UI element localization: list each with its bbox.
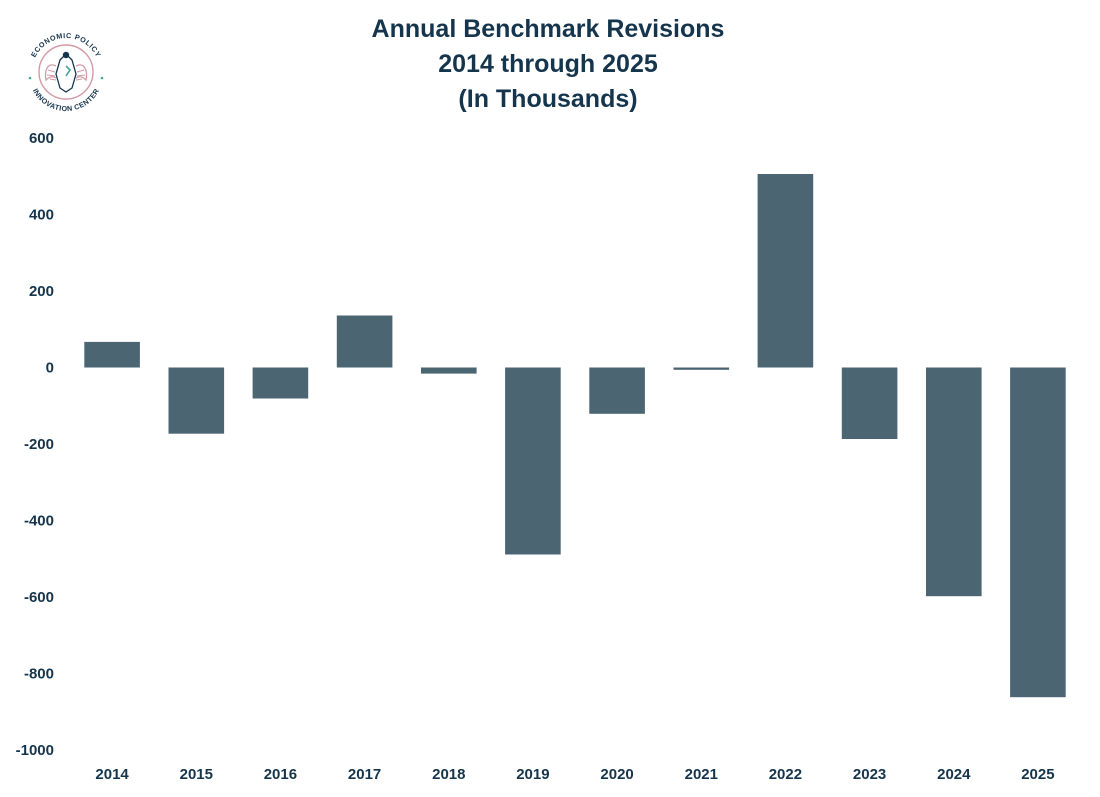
y-tick-label: 0: [46, 360, 54, 377]
bar-2024: [926, 367, 982, 597]
x-tick-label: 2019: [516, 766, 549, 783]
x-tick-label: 2024: [937, 766, 971, 783]
bars: [84, 174, 1066, 698]
x-tick-label: 2014: [95, 766, 129, 783]
y-axis: 600 400 200 0 -200 -400 -600 -800 -1000: [16, 130, 54, 759]
logo-ring: [38, 44, 94, 100]
bar-2015: [168, 367, 225, 434]
bar-2021: [673, 367, 730, 370]
x-tick-label: 2015: [180, 766, 213, 783]
bar-2025: [1010, 367, 1066, 698]
x-tick-label: 2017: [348, 766, 381, 783]
y-tick-label: 200: [29, 283, 54, 300]
chart-title-line-1: Annual Benchmark Revisions: [371, 15, 725, 43]
chart-title-line-2: 2014 through 2025: [438, 50, 658, 78]
epic-logo: ECONOMIC POLICY INNOVATION CENTER: [28, 31, 104, 113]
y-tick-label: -400: [24, 513, 54, 530]
bar-2020: [589, 367, 645, 414]
x-axis: 2014 2015 2016 2017 2018 2019 2020 2021 2022 2023…: [95, 766, 1054, 783]
bar-2023: [841, 367, 898, 439]
bar-2016: [252, 367, 309, 399]
bar-2014: [84, 341, 140, 368]
x-tick-label: 2020: [600, 766, 633, 783]
bar-2017: [336, 315, 393, 368]
y-tick-label: -800: [24, 666, 54, 683]
eagle-icon: [44, 51, 88, 93]
bar-2018: [421, 367, 477, 374]
y-tick-label: -1000: [16, 742, 54, 759]
bar-2022: [757, 174, 814, 368]
x-tick-label: 2018: [432, 766, 465, 783]
x-tick-label: 2016: [264, 766, 297, 783]
y-tick-label: -200: [24, 436, 54, 453]
y-tick-label: 400: [29, 207, 54, 224]
x-tick-label: 2021: [685, 766, 718, 783]
chart-title: Annual Benchmark Revisions 2014 through …: [298, 12, 798, 117]
bar-2019: [505, 367, 561, 555]
y-tick-label: 600: [29, 130, 54, 147]
x-tick-label: 2022: [769, 766, 802, 783]
x-tick-label: 2023: [853, 766, 886, 783]
x-tick-label: 2025: [1021, 766, 1054, 783]
chart-title-line-3: (In Thousands): [458, 85, 638, 113]
y-tick-label: -600: [24, 589, 54, 606]
